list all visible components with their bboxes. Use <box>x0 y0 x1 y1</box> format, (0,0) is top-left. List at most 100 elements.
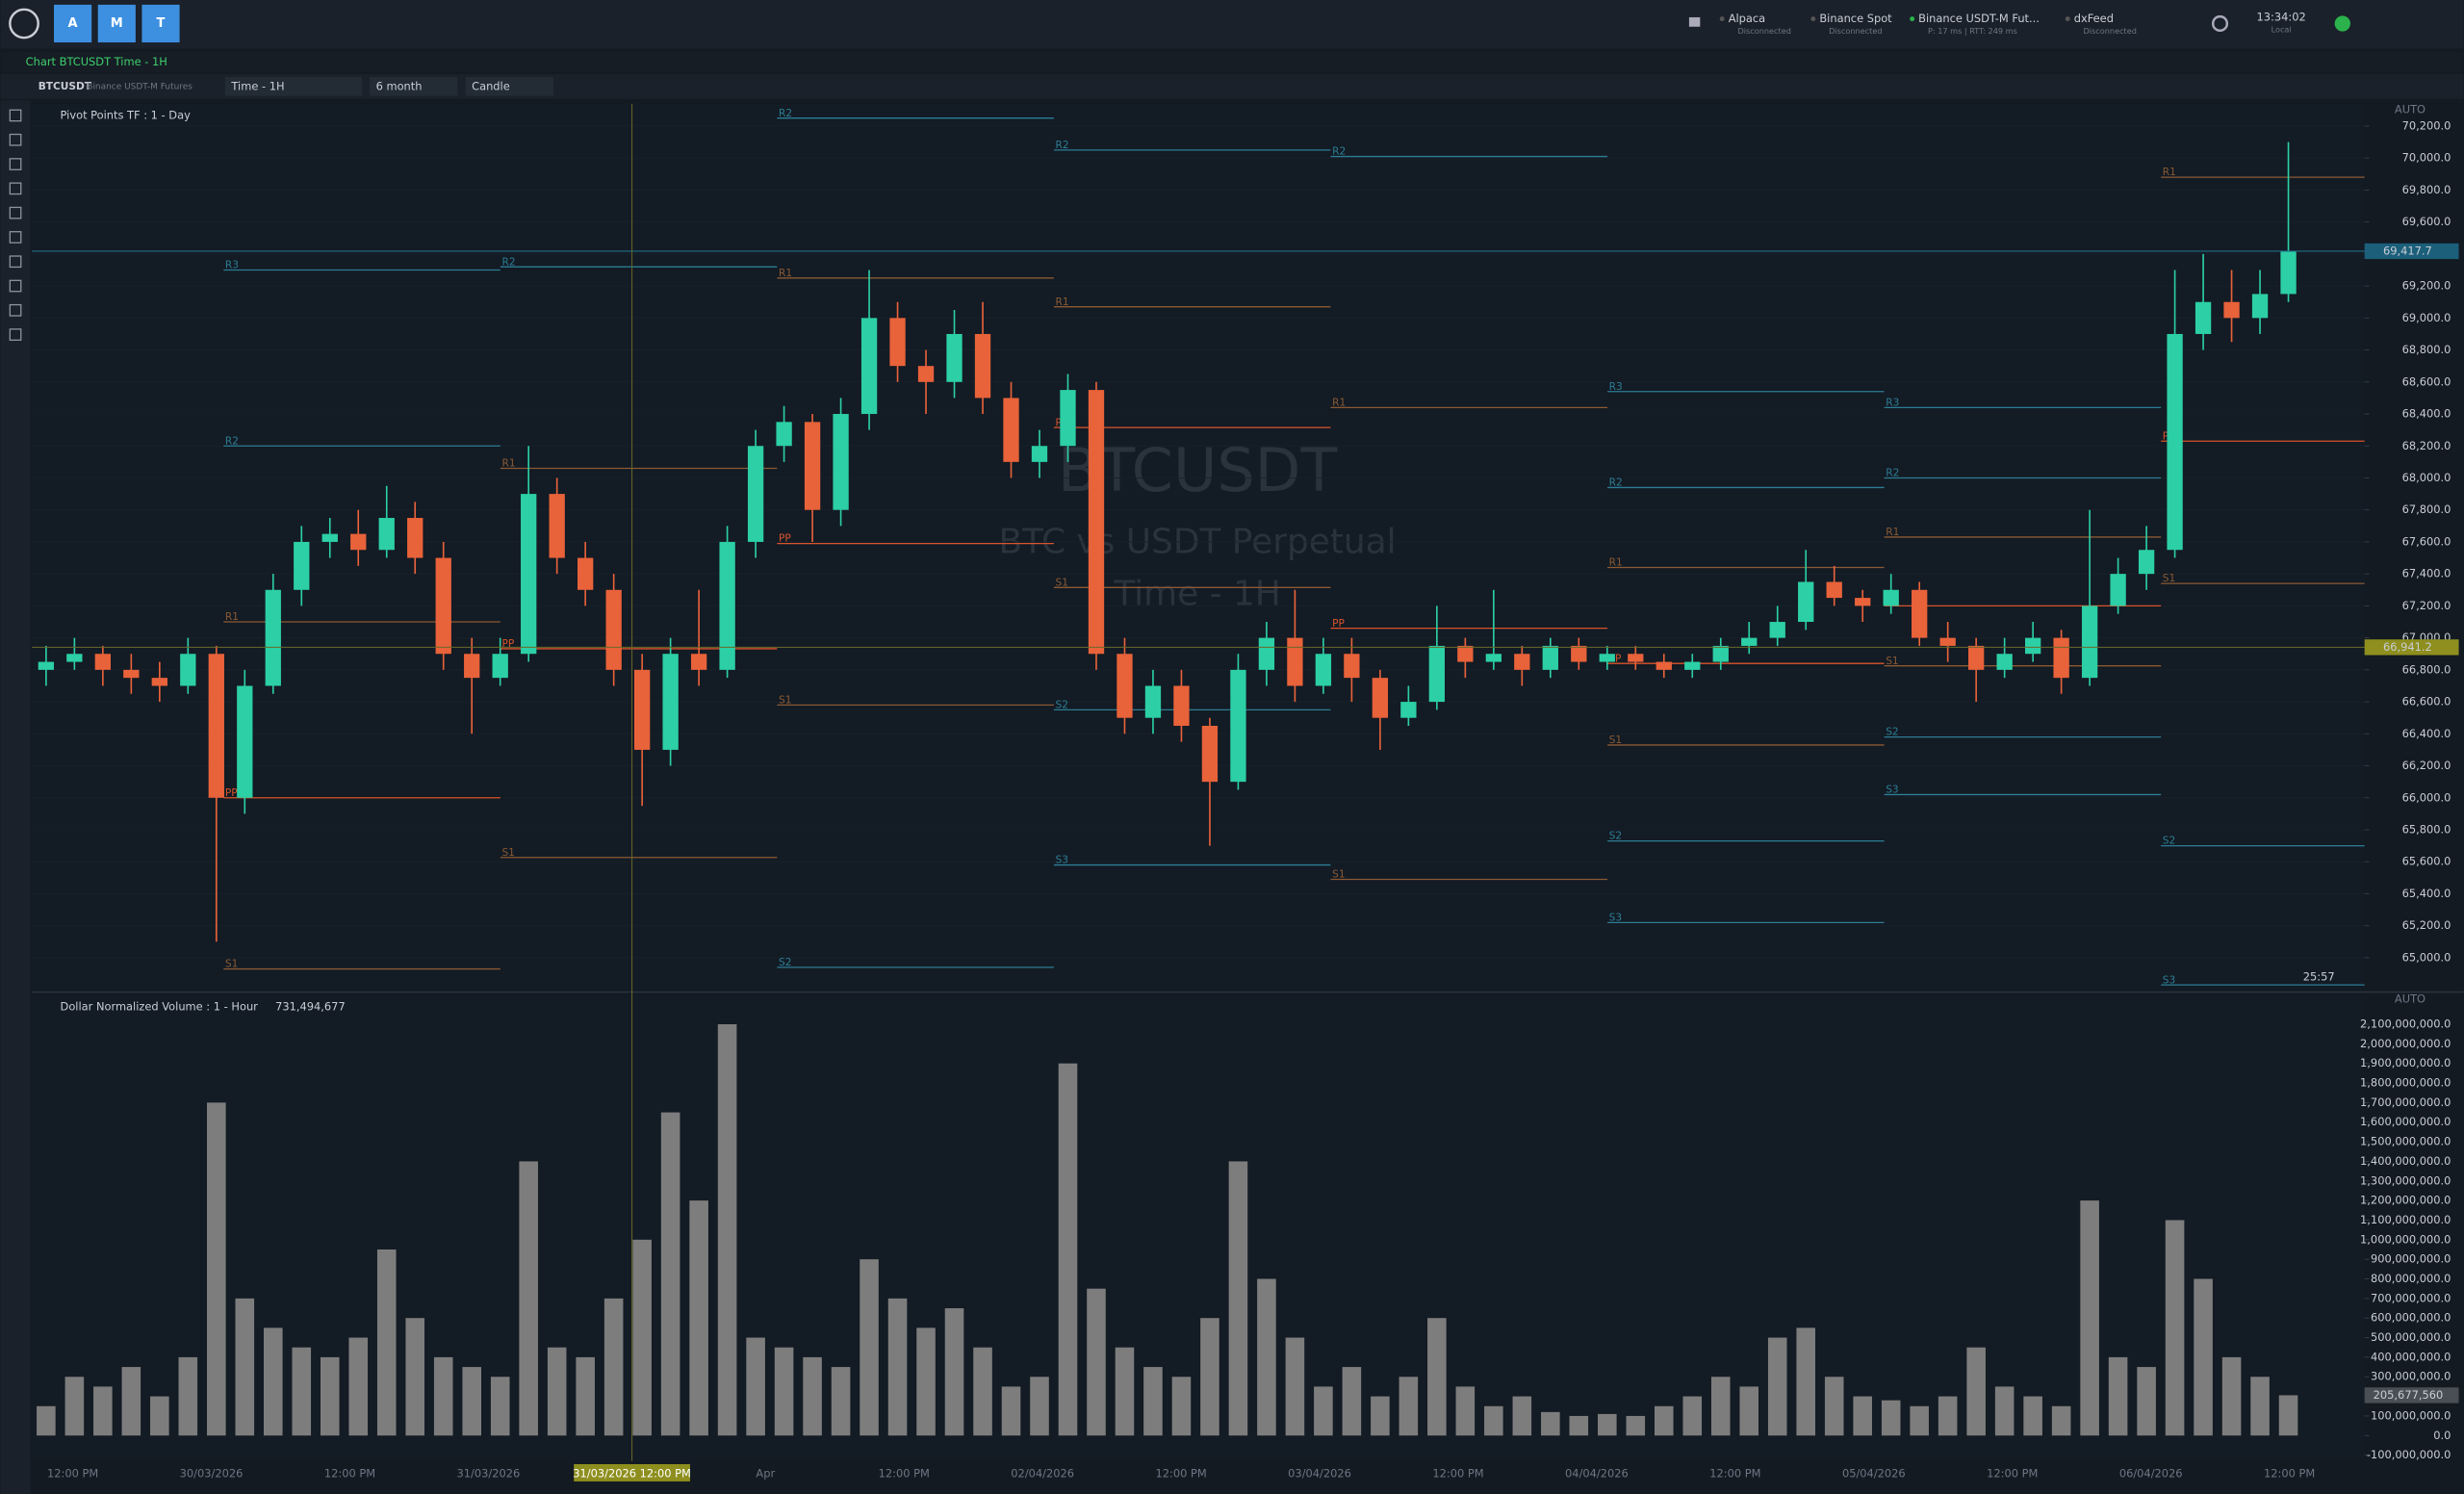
volume-bar <box>462 1367 482 1436</box>
volume-bar <box>2165 1220 2185 1436</box>
pivot-label: R1 <box>225 611 239 623</box>
status-icon[interactable] <box>2334 15 2350 32</box>
volume-bar <box>2250 1377 2270 1436</box>
volume-bar <box>547 1347 567 1436</box>
candle-body <box>1712 645 1729 662</box>
connection-status: Disconnected <box>1829 26 1882 36</box>
candle-body <box>492 654 508 679</box>
candle-body <box>1571 645 1587 662</box>
scale-mode[interactable]: AUTO <box>2395 103 2426 116</box>
pivot-label: R1 <box>1886 527 1899 538</box>
volume-bar <box>944 1308 964 1436</box>
timeframe-select[interactable] <box>224 76 362 96</box>
y-tick-label: 500,000,000.0 <box>2371 1330 2451 1344</box>
x-tick-label: 03/04/2026 <box>1288 1466 1351 1480</box>
volume-bars <box>37 1024 2298 1436</box>
y-tick-label: 65,800.0 <box>2402 822 2451 836</box>
symbol[interactable]: BTCUSDT <box>38 81 92 92</box>
range-select[interactable] <box>370 76 458 96</box>
candle-body <box>321 533 338 542</box>
mode-button[interactable] <box>141 4 180 43</box>
y-tick-label: 700,000,000.0 <box>2371 1291 2451 1304</box>
range: 6 month <box>376 79 423 92</box>
y-tick-label: 68,000.0 <box>2402 471 2451 484</box>
tool-icon[interactable] <box>9 182 22 195</box>
candle-body <box>1939 637 1956 646</box>
y-tick-label: -100,000,000.0 <box>2367 1448 2451 1461</box>
x-tick-label: 12:00 PM <box>47 1466 98 1480</box>
y-tick-label: 67,200.0 <box>2402 599 2451 612</box>
volume-current: 731,494,677 <box>275 1000 346 1014</box>
candle-body <box>1287 637 1303 686</box>
candle-body <box>1144 685 1162 718</box>
candle-body <box>1542 645 1558 670</box>
candle-body <box>1230 669 1246 783</box>
pivot-label: S2 <box>2163 836 2175 847</box>
tool-icon[interactable] <box>9 109 22 122</box>
volume-last-box <box>2364 1387 2459 1404</box>
x-tick-label: 12:00 PM <box>1156 1466 1207 1480</box>
volume-bar <box>121 1367 141 1436</box>
tool-icon[interactable] <box>9 303 22 317</box>
tool-icon[interactable] <box>9 255 22 269</box>
candle-body <box>1826 581 1842 599</box>
lock-icon[interactable] <box>1688 16 1701 27</box>
candle-body <box>1400 702 1417 718</box>
y-tick-label: 300,000,000.0 <box>2371 1370 2451 1383</box>
tool-icon[interactable] <box>9 158 22 170</box>
volume-last-label: 205,677,560 <box>2374 1388 2444 1402</box>
mode-button[interactable] <box>97 4 136 43</box>
settings-icon[interactable] <box>2211 14 2229 33</box>
volume-bar <box>1767 1337 1787 1436</box>
candle-body <box>974 333 991 399</box>
volume-bar <box>2137 1367 2156 1436</box>
candle-body <box>804 422 821 510</box>
volume-bar <box>519 1161 538 1436</box>
candle-body <box>946 333 962 382</box>
tool-icon[interactable] <box>9 133 22 146</box>
connection-status: Disconnected <box>2084 26 2137 36</box>
pivot-label: PP <box>225 787 238 799</box>
volume-bar <box>235 1298 255 1436</box>
tool-icon[interactable] <box>9 279 22 293</box>
volume-bar <box>150 1396 169 1436</box>
crosshair-price-box <box>2364 639 2459 656</box>
pivot-label: R3 <box>225 260 239 271</box>
y-tick-label: 66,400.0 <box>2402 727 2451 740</box>
candle-body <box>38 661 55 670</box>
mode-button-label: A <box>68 16 79 31</box>
candle-body <box>1769 622 1785 638</box>
candle-body <box>633 669 651 750</box>
volume-bar <box>1682 1396 1703 1436</box>
volume-bar <box>1710 1377 1731 1436</box>
y-tick-label: 70,200.0 <box>2402 118 2451 132</box>
volume-bar <box>1285 1337 1305 1436</box>
style-select[interactable] <box>465 76 553 96</box>
mode-button[interactable] <box>54 4 92 43</box>
y-tick-label: 600,000,000.0 <box>2371 1311 2451 1325</box>
volume-bar <box>1087 1288 1106 1436</box>
tool-icon[interactable] <box>9 206 22 219</box>
y-tick-label: 68,400.0 <box>2402 407 2451 421</box>
tool-icon[interactable] <box>9 328 22 341</box>
logo[interactable] <box>9 8 39 39</box>
window-title: Chart BTCUSDT Time - 1H <box>26 55 167 68</box>
connection-name[interactable]: dxFeed <box>2074 12 2114 25</box>
connection-name[interactable]: Binance USDT-M Fut... <box>1918 12 2040 25</box>
connection-name[interactable]: Alpaca <box>1729 12 1765 25</box>
candle-body <box>776 422 792 447</box>
x-tick-label: 12:00 PM <box>324 1466 375 1480</box>
candle-body <box>2223 301 2240 319</box>
pivot-label: PP <box>1332 618 1345 630</box>
connection-name[interactable]: Binance Spot <box>1819 12 1892 25</box>
volume-bar <box>1058 1063 1078 1436</box>
volume-bar <box>1455 1386 1476 1436</box>
x-tick-label: 30/03/2026 <box>180 1466 244 1480</box>
candle-body <box>123 669 140 679</box>
exchange: Binance USDT-M Futures <box>87 82 192 91</box>
scale-mode[interactable]: AUTO <box>2395 992 2426 1005</box>
watermark-timeframe: Time - 1H <box>1113 575 1280 614</box>
tool-icon[interactable] <box>9 231 22 244</box>
y-tick-label: 1,400,000,000.0 <box>2360 1154 2451 1168</box>
